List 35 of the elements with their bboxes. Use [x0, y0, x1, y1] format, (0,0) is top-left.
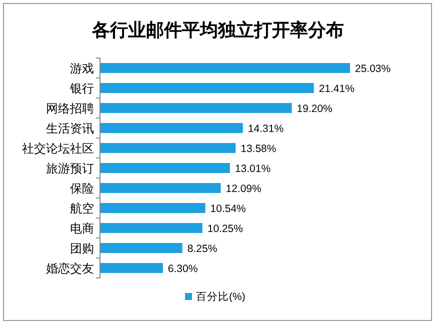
y-tick-label: 航空	[70, 202, 94, 216]
bar	[100, 103, 292, 113]
bar	[100, 203, 206, 213]
legend-label: 百分比(%)	[196, 290, 246, 303]
y-tick-label: 电商	[70, 222, 94, 236]
bar	[100, 263, 163, 273]
bar	[100, 243, 182, 253]
data-label: 6.30%	[168, 263, 198, 275]
bar	[100, 143, 236, 153]
data-label: 25.03%	[355, 63, 391, 75]
data-label: 14.31%	[248, 123, 284, 135]
data-label: 10.25%	[207, 223, 243, 235]
data-label: 8.25%	[187, 243, 218, 255]
y-tick-label: 保险	[70, 182, 94, 196]
y-tick-label: 银行	[69, 82, 94, 96]
y-tick-label: 网络招聘	[46, 102, 94, 116]
y-tick-label: 旅游预订	[46, 162, 94, 176]
bar	[100, 63, 350, 73]
bar	[100, 123, 243, 133]
bar	[100, 83, 314, 93]
data-label: 10.54%	[210, 203, 246, 215]
data-label: 12.09%	[226, 183, 262, 195]
data-label: 21.41%	[318, 83, 354, 95]
bar	[100, 223, 202, 233]
bar	[100, 163, 230, 173]
y-tick-label: 婚恋交友	[46, 262, 94, 276]
y-tick-label: 生活资讯	[46, 122, 94, 136]
bar	[100, 183, 221, 193]
y-tick-label: 社交论坛社区	[22, 142, 94, 156]
data-label: 13.58%	[240, 143, 276, 155]
y-tick-label: 团购	[70, 242, 94, 256]
data-label: 19.20%	[296, 103, 332, 115]
data-label: 13.01%	[234, 163, 271, 175]
chart-title: 各行业邮件平均独立打开率分布	[91, 20, 344, 40]
y-tick-label: 游戏	[70, 62, 94, 76]
